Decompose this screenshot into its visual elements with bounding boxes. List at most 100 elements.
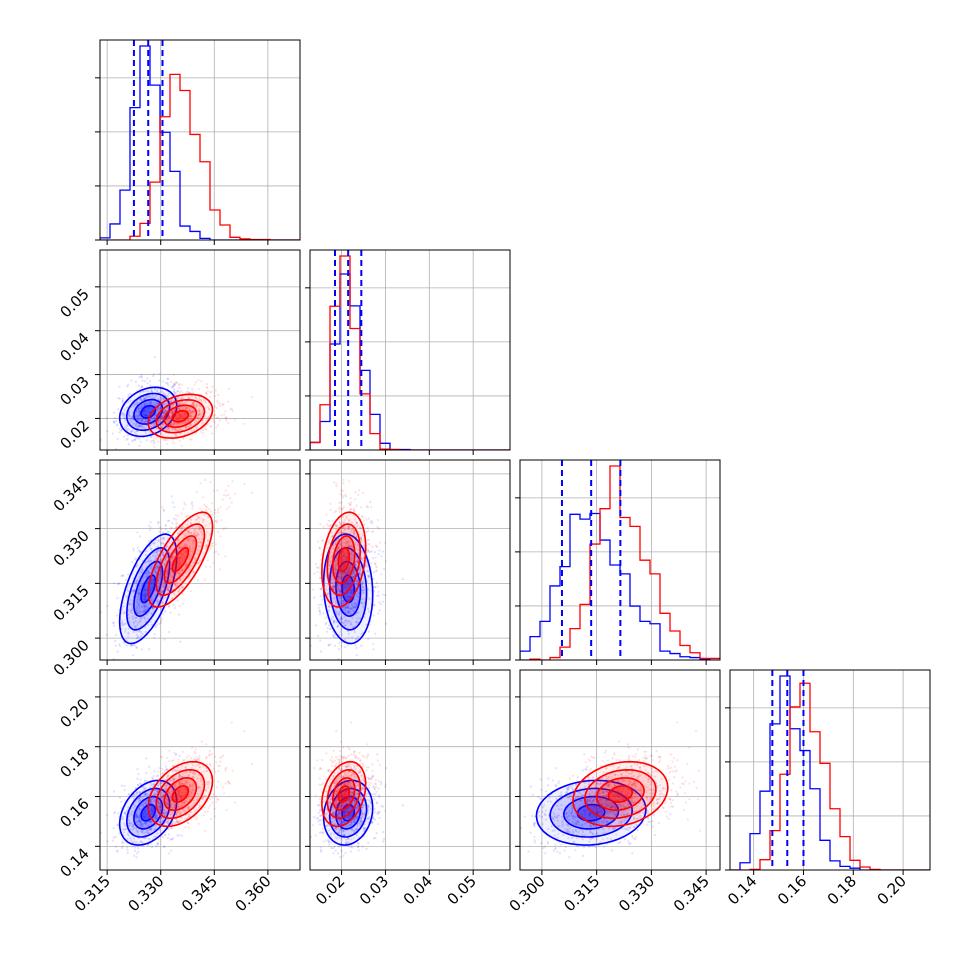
scatter-point bbox=[162, 414, 165, 417]
scatter-point bbox=[343, 620, 346, 623]
scatter-point bbox=[112, 420, 116, 424]
scatter-point bbox=[205, 392, 208, 396]
scatter-point bbox=[183, 412, 186, 415]
scatter-point bbox=[158, 408, 161, 411]
scatter-point bbox=[225, 416, 228, 419]
scatter-point bbox=[224, 417, 227, 420]
scatter-point bbox=[337, 612, 341, 615]
scatter-point bbox=[125, 578, 128, 581]
scatter-point bbox=[146, 382, 149, 385]
scatter-point bbox=[148, 524, 151, 527]
scatter-point bbox=[356, 595, 359, 599]
scatter-point bbox=[338, 587, 341, 590]
scatter-point bbox=[147, 408, 151, 411]
scatter-point bbox=[180, 529, 183, 532]
scatter-point bbox=[189, 518, 193, 521]
scatter-point bbox=[380, 555, 383, 558]
scatter-point bbox=[333, 620, 336, 623]
scatter-point bbox=[335, 484, 338, 488]
scatter-point bbox=[327, 546, 330, 549]
scatter-point bbox=[347, 569, 350, 572]
scatter-point bbox=[340, 555, 343, 559]
scatter-point bbox=[150, 580, 153, 583]
scatter-point bbox=[219, 402, 222, 405]
scatter-point bbox=[163, 562, 166, 565]
scatter-point bbox=[347, 632, 350, 636]
scatter-point bbox=[121, 623, 124, 626]
scatter-point bbox=[159, 621, 163, 625]
scatter-point bbox=[141, 632, 144, 636]
scatter-point bbox=[145, 757, 148, 760]
scatter-point bbox=[313, 596, 316, 599]
scatter-point bbox=[358, 616, 361, 620]
scatter-point bbox=[178, 531, 181, 534]
scatter-point bbox=[370, 550, 373, 553]
scatter-point bbox=[325, 630, 329, 633]
scatter-point bbox=[138, 572, 141, 575]
scatter-point bbox=[136, 418, 139, 421]
scatter-point bbox=[153, 403, 156, 406]
scatter-point bbox=[142, 398, 146, 401]
scatter-point bbox=[345, 619, 348, 622]
scatter-point bbox=[184, 426, 187, 429]
scatter-point bbox=[339, 560, 342, 563]
scatter-point bbox=[307, 590, 309, 592]
scatter-point bbox=[141, 390, 144, 393]
scatter-point bbox=[210, 542, 213, 546]
scatter-point bbox=[368, 543, 371, 546]
scatter-point bbox=[186, 533, 189, 537]
scatter-point bbox=[174, 518, 177, 521]
scatter-point bbox=[349, 503, 352, 506]
scatter-point bbox=[171, 386, 174, 389]
scatter-point bbox=[347, 519, 350, 522]
scatter-point bbox=[361, 597, 364, 601]
scatter-point bbox=[222, 402, 225, 406]
scatter-point bbox=[227, 400, 230, 403]
scatter-point bbox=[138, 425, 141, 429]
scatter-point bbox=[214, 389, 218, 392]
scatter-point bbox=[144, 596, 147, 599]
scatter-point bbox=[153, 396, 156, 399]
hist-panel-0 bbox=[95, 39, 301, 245]
scatter-point bbox=[384, 560, 387, 563]
scatter-point bbox=[356, 560, 359, 563]
scatter-point bbox=[190, 555, 193, 558]
scatter-point bbox=[345, 558, 348, 561]
scatter-point bbox=[198, 528, 201, 531]
scatter-point bbox=[358, 513, 361, 516]
scatter-point bbox=[176, 532, 180, 535]
scatter-point bbox=[223, 493, 226, 497]
scatter-point bbox=[345, 557, 348, 560]
scatter-point bbox=[197, 414, 200, 417]
scatter-point bbox=[134, 424, 137, 427]
scatter-point bbox=[154, 624, 157, 627]
scatter-point bbox=[122, 416, 125, 419]
scatter-point bbox=[215, 426, 218, 429]
scatter-point bbox=[121, 397, 124, 401]
scatter-point bbox=[143, 595, 146, 598]
scatter-point bbox=[144, 589, 147, 592]
scatter-point bbox=[364, 565, 368, 568]
scatter-point bbox=[143, 588, 146, 592]
scatter-point bbox=[250, 491, 254, 494]
scatter-point bbox=[155, 602, 159, 605]
scatter-point bbox=[157, 402, 160, 405]
scatter-point bbox=[361, 605, 364, 608]
scatter-point bbox=[204, 533, 208, 536]
scatter-point bbox=[192, 403, 195, 406]
scatter-point bbox=[143, 410, 146, 413]
scatter-point bbox=[189, 423, 192, 427]
scatter-point bbox=[130, 611, 134, 615]
scatter-point bbox=[189, 549, 192, 552]
scatter-point bbox=[133, 404, 136, 407]
scatter-point bbox=[132, 630, 135, 634]
scatter-point bbox=[195, 406, 198, 409]
scatter-point bbox=[212, 489, 215, 492]
scatter-point bbox=[161, 601, 165, 605]
scatter-point bbox=[213, 551, 216, 554]
scatter-point bbox=[123, 413, 127, 416]
scatter-point bbox=[129, 399, 132, 402]
scatter-point bbox=[185, 544, 188, 547]
scatter-point bbox=[220, 414, 223, 417]
scatter-point bbox=[356, 598, 359, 602]
